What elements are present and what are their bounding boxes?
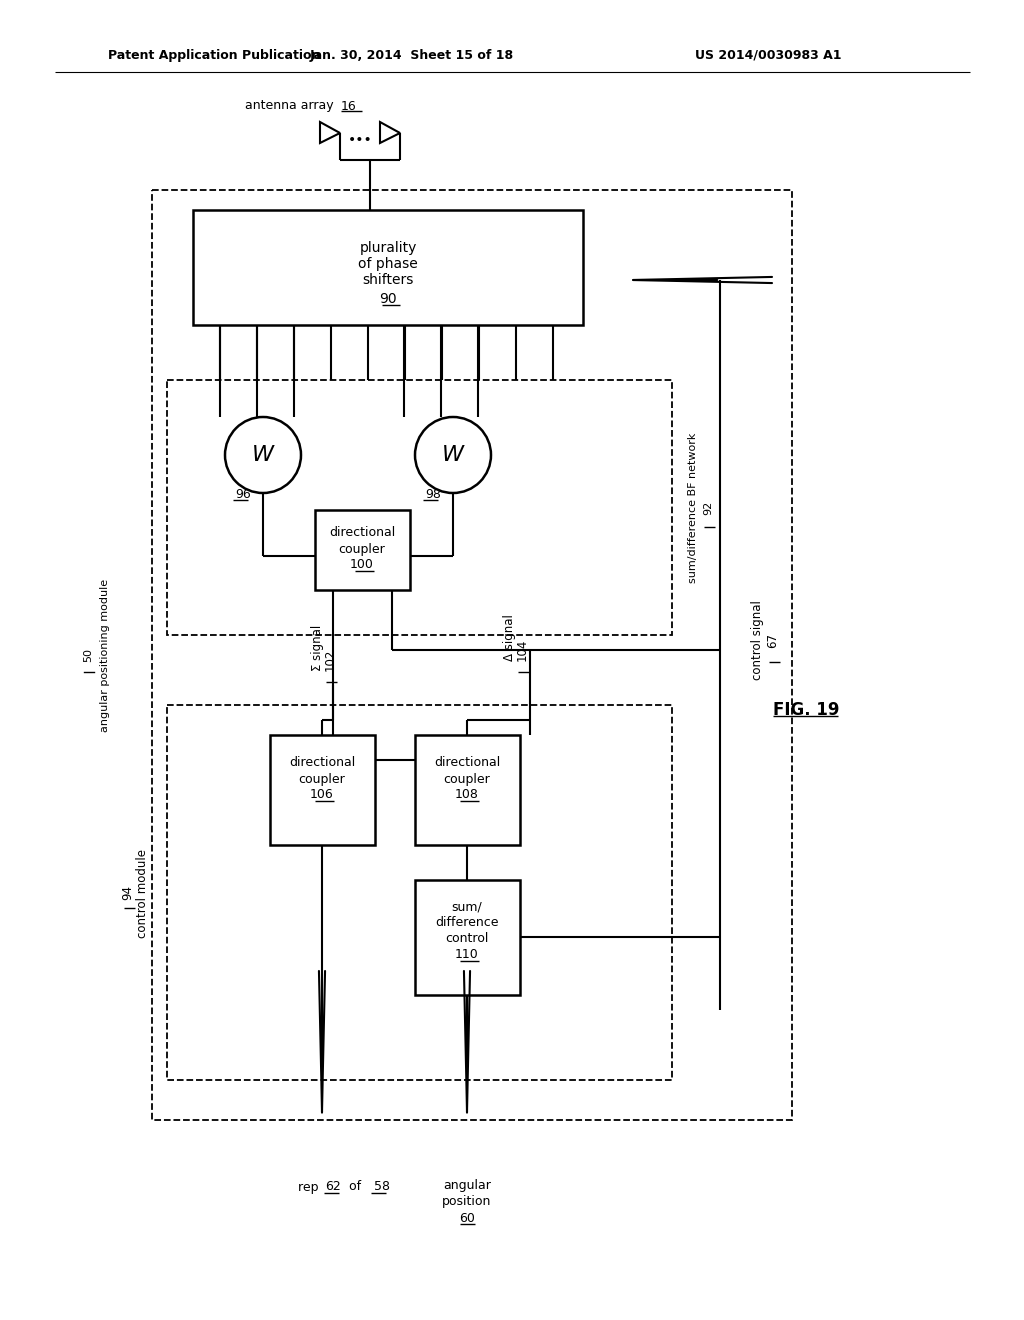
Bar [167, 380, 672, 635]
Text: coupler: coupler [443, 772, 490, 785]
Text: 100: 100 [350, 558, 374, 572]
Text: rep: rep [298, 1180, 322, 1193]
Text: directional: directional [289, 756, 355, 770]
Text: angular: angular [443, 1179, 490, 1192]
Bar [193, 210, 583, 325]
Polygon shape [319, 121, 340, 143]
Text: W: W [252, 445, 274, 465]
Text: antenna array: antenna array [246, 99, 338, 112]
Text: plurality: plurality [359, 242, 417, 255]
Text: 106: 106 [310, 788, 334, 801]
Text: of phase: of phase [358, 257, 418, 271]
Bar [152, 190, 792, 1119]
Text: Jan. 30, 2014  Sheet 15 of 18: Jan. 30, 2014 Sheet 15 of 18 [310, 49, 514, 62]
Text: Σ signal: Σ signal [311, 624, 325, 671]
Text: sum/difference BF network: sum/difference BF network [688, 433, 698, 583]
Text: control: control [445, 932, 488, 945]
Text: shifters: shifters [362, 273, 414, 286]
Text: 110: 110 [455, 949, 479, 961]
Text: W: W [442, 445, 464, 465]
Text: 108: 108 [455, 788, 479, 801]
Text: angular positioning module: angular positioning module [100, 578, 110, 731]
Text: 60: 60 [459, 1213, 475, 1225]
Text: Δ signal: Δ signal [504, 615, 516, 661]
Text: 62: 62 [325, 1180, 341, 1193]
Text: position: position [442, 1196, 492, 1209]
Text: 50: 50 [83, 648, 93, 663]
Text: 67: 67 [767, 632, 779, 648]
Text: sum/: sum/ [452, 900, 482, 913]
Text: of: of [345, 1180, 366, 1193]
Text: 58: 58 [374, 1180, 390, 1193]
Polygon shape [380, 121, 400, 143]
Text: directional: directional [434, 756, 500, 770]
Bar [315, 510, 410, 590]
Text: 98: 98 [425, 488, 441, 502]
Text: directional: directional [329, 527, 395, 540]
Text: 104: 104 [515, 639, 528, 661]
Text: 102: 102 [324, 649, 337, 671]
Text: control signal: control signal [752, 601, 765, 680]
Text: 96: 96 [234, 488, 251, 502]
Circle shape [415, 417, 490, 492]
Text: control module: control module [136, 849, 150, 937]
Bar [270, 735, 375, 845]
Bar [415, 735, 520, 845]
Text: US 2014/0030983 A1: US 2014/0030983 A1 [695, 49, 842, 62]
Text: Patent Application Publication: Patent Application Publication [108, 49, 321, 62]
Text: coupler: coupler [299, 772, 345, 785]
Text: 92: 92 [703, 500, 713, 515]
Text: 16: 16 [341, 99, 356, 112]
Bar [167, 705, 672, 1080]
Text: 94: 94 [122, 886, 134, 900]
Text: difference: difference [435, 916, 499, 929]
Text: FIG. 19: FIG. 19 [773, 701, 840, 719]
Text: •••: ••• [347, 133, 373, 147]
Text: coupler: coupler [339, 543, 385, 556]
Text: 90: 90 [379, 292, 397, 306]
Bar [415, 880, 520, 995]
Circle shape [225, 417, 301, 492]
